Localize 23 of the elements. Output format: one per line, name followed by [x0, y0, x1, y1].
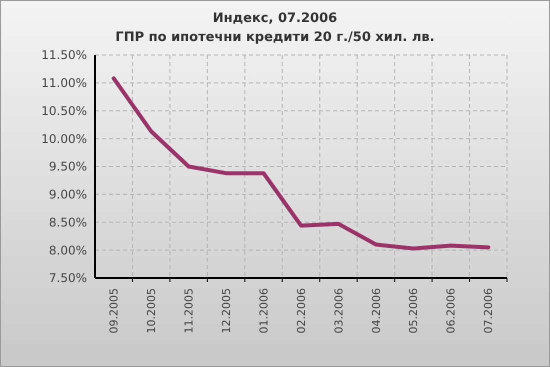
x-tick-label: 10.2005 [145, 288, 158, 334]
x-tick-label: 11.2005 [182, 288, 196, 334]
chart-subtitle: ГПР по ипотечни кредити 20 г./50 хил. лв. [115, 30, 435, 45]
line-series [112, 76, 490, 250]
x-tick-label: 02.2006 [294, 288, 308, 334]
y-tick-label: 10.00% [41, 132, 87, 146]
x-tick-label: 04.2006 [370, 288, 383, 334]
x-tick-label: 09.2005 [108, 288, 121, 334]
y-tick-label: 9.50% [48, 160, 87, 174]
y-tick-label: 10.50% [41, 104, 87, 118]
x-tick-label: 07.2006 [482, 288, 496, 334]
x-tick-label: 12.2005 [220, 288, 233, 334]
chart-title: Индекс, 07.2006 [212, 11, 338, 26]
y-tick-label: 9.00% [48, 188, 87, 202]
y-tick-label: 8.00% [48, 243, 87, 258]
x-tick-label: 03.2006 [332, 288, 346, 334]
x-tick-label: 05.2006 [407, 288, 420, 334]
y-tick-label: 8.50% [48, 215, 87, 230]
x-tick-label: 06.2006 [444, 288, 458, 334]
y-tick-label: 7.50% [48, 271, 87, 286]
x-tick-label: 01.2006 [257, 288, 270, 334]
y-tick-label: 11.00% [41, 76, 87, 90]
y-tick-label: 11.50% [41, 48, 87, 62]
